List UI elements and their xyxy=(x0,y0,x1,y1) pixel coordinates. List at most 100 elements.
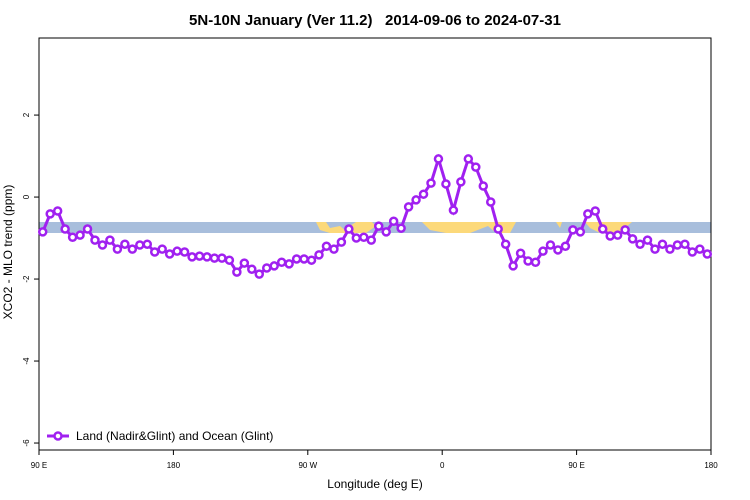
data-point xyxy=(336,237,347,247)
data-point xyxy=(52,206,63,216)
data-point xyxy=(224,255,235,265)
data-point xyxy=(67,232,78,242)
data-point xyxy=(135,240,145,250)
data-point xyxy=(575,227,586,237)
data-point xyxy=(179,247,190,257)
data-point xyxy=(45,209,55,219)
data-point xyxy=(373,221,384,231)
data-point xyxy=(351,233,362,243)
data-point xyxy=(164,249,175,259)
data-point xyxy=(90,235,100,245)
data-point xyxy=(217,253,227,263)
plot-frame xyxy=(38,37,712,451)
data-point xyxy=(157,244,167,254)
data-point xyxy=(515,248,526,258)
series-line xyxy=(41,153,709,276)
data-point xyxy=(553,245,563,255)
data-point xyxy=(209,253,220,263)
data-point xyxy=(284,259,294,269)
data-point xyxy=(120,239,130,249)
data-point xyxy=(381,227,391,237)
y-tick-label: -4 xyxy=(22,357,31,365)
data-point xyxy=(545,240,556,250)
data-point xyxy=(568,225,578,235)
data-point xyxy=(538,246,548,256)
data-point xyxy=(702,249,713,259)
data-point xyxy=(418,189,429,199)
data-point xyxy=(687,247,698,257)
data-point xyxy=(82,224,93,234)
x-tick-label: 90 W xyxy=(298,461,317,470)
data-point xyxy=(269,261,279,271)
data-point xyxy=(202,252,212,262)
data-point xyxy=(314,250,324,260)
data-point xyxy=(471,162,481,172)
data-point xyxy=(239,258,250,268)
data-point xyxy=(112,244,123,254)
data-point xyxy=(672,240,683,250)
data-point xyxy=(478,181,489,191)
data-point xyxy=(680,239,690,249)
legend-label: Land (Nadir&Glint) and Ocean (Glint) xyxy=(76,429,273,443)
data-point xyxy=(650,244,660,254)
y-tick-label: -6 xyxy=(22,439,31,447)
data-point xyxy=(127,244,138,254)
data-point xyxy=(590,206,601,216)
legend-marker xyxy=(53,431,63,441)
data-point xyxy=(493,224,503,234)
data-point xyxy=(194,251,205,261)
data-point xyxy=(344,224,354,234)
data-point xyxy=(441,179,451,189)
data-point xyxy=(463,154,474,164)
x-tick-label: 90 E xyxy=(568,461,584,470)
data-point xyxy=(411,195,421,205)
data-point xyxy=(388,216,399,226)
y-tick-label: 2 xyxy=(22,112,31,117)
data-point xyxy=(508,261,518,271)
data-point xyxy=(657,239,668,249)
x-tick-label: 180 xyxy=(704,461,718,470)
data-point xyxy=(530,257,541,267)
x-tick-label: 180 xyxy=(167,461,181,470)
chart-title: 5N-10N January (Ver 11.2) 2014-09-06 to … xyxy=(189,12,561,29)
data-point xyxy=(232,267,242,277)
data-point xyxy=(247,264,257,274)
data-point xyxy=(359,232,369,242)
data-point xyxy=(597,224,608,234)
data-point xyxy=(560,241,571,252)
x-tick-label: 0 xyxy=(440,461,445,470)
data-point xyxy=(456,177,466,187)
y-tick-label: -2 xyxy=(22,275,31,283)
data-point xyxy=(695,244,705,254)
data-point xyxy=(605,231,615,241)
data-point xyxy=(665,244,675,254)
data-point xyxy=(97,240,108,250)
data-point xyxy=(276,257,287,267)
data-point xyxy=(366,235,377,245)
data-point xyxy=(142,239,153,249)
data-point xyxy=(172,246,182,256)
data-point xyxy=(433,154,444,164)
data-point xyxy=(149,247,160,257)
data-point xyxy=(426,178,436,188)
data-point xyxy=(261,263,272,273)
x-tick-label: 90 E xyxy=(31,461,47,470)
data-point xyxy=(612,230,623,240)
data-point xyxy=(299,254,309,264)
data-point xyxy=(642,235,653,245)
data-point xyxy=(523,256,533,266)
data-point xyxy=(254,269,265,279)
data-point xyxy=(329,244,339,254)
data-point xyxy=(500,239,511,249)
data-point xyxy=(396,223,406,233)
data-point xyxy=(485,197,496,207)
data-point xyxy=(583,209,593,219)
data-point xyxy=(321,241,332,252)
y-axis-label: XCO2 - MLO trend (ppm) xyxy=(1,185,15,320)
data-point xyxy=(291,254,302,264)
data-point xyxy=(448,205,459,215)
data-point xyxy=(627,234,638,244)
data-point xyxy=(60,224,70,234)
data-point xyxy=(105,235,115,245)
